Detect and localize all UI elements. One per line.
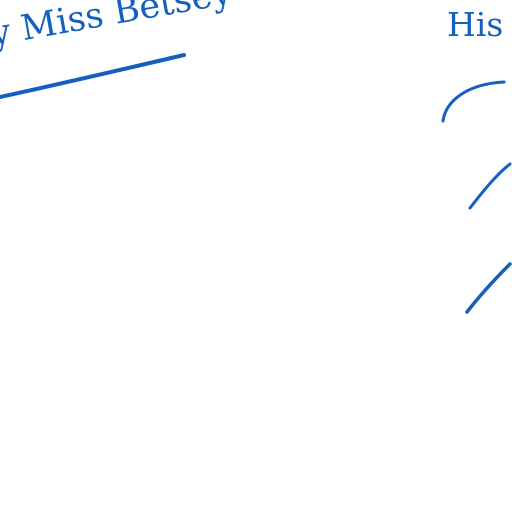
bracket-stroke-top — [441, 80, 506, 123]
bracket-stroke-bottom — [465, 262, 512, 314]
annotation-label-right: His — [447, 5, 504, 44]
bracket-stroke-middle — [468, 162, 512, 210]
underline-stroke — [0, 53, 186, 99]
